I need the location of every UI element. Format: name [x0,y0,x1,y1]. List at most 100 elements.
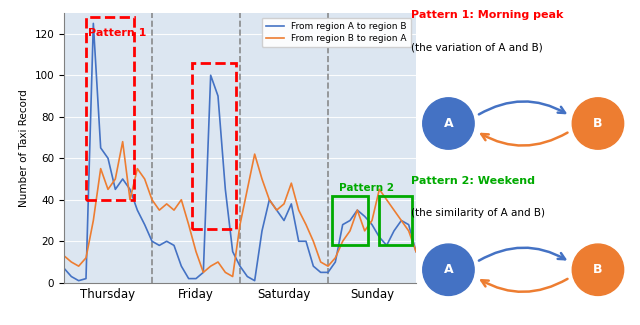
From region A to region B [383,243,390,247]
From region B to region A [97,167,104,171]
From region B to region A [324,264,332,268]
From region B to region A [273,208,280,212]
Legend: From region A to region B, From region B to region A: From region A to region B, From region B… [262,18,412,47]
From region A to region B [317,270,324,274]
From region A to region B [82,277,90,280]
From region A to region B [346,218,354,222]
Ellipse shape [572,98,623,149]
From region A to region B [412,250,420,254]
Text: B: B [593,263,603,276]
From region A to region B [332,260,339,264]
From region B to region A [376,188,383,191]
From region B to region A [243,188,251,191]
From region B to region A [229,275,237,279]
From region A to region B [287,202,295,206]
From region A to region B [104,156,112,160]
Text: A: A [444,117,453,130]
From region B to region A [192,250,200,254]
From region A to region B [67,275,75,279]
From region B to region A [111,177,119,181]
From region A to region B [295,239,303,243]
From region A to region B [376,235,383,239]
Ellipse shape [423,244,474,295]
From region A to region B [353,208,361,212]
From region B to region A [346,229,354,233]
From region A to region B [214,94,222,98]
From region A to region B [273,208,280,212]
Text: B: B [593,117,603,130]
From region B to region A [221,270,229,274]
From region A to region B [310,264,317,268]
Text: (the similarity of A and B): (the similarity of A and B) [411,208,545,218]
Line: From region B to region A: From region B to region A [64,142,416,277]
From region B to region A [185,223,193,227]
Bar [380,196,412,245]
From region B to region A [339,239,346,243]
From region B to region A [82,256,90,260]
Text: Pattern 1: Pattern 1 [88,28,147,38]
From region A to region B [251,279,259,283]
From region A to region B [163,239,170,243]
From region B to region A [170,208,178,212]
From region A to region B [302,239,310,243]
Text: Pattern 1: Morning peak: Pattern 1: Morning peak [411,10,563,20]
Text: (the variation of A and B): (the variation of A and B) [411,42,543,52]
From region B to region A [295,208,303,212]
From region B to region A [148,198,156,202]
From region B to region A [207,264,214,268]
From region A to region B [185,277,193,280]
From region B to region A [383,198,390,202]
Bar [193,63,236,229]
From region A to region B [258,229,266,233]
Ellipse shape [423,98,474,149]
From region B to region A [163,202,170,206]
From region B to region A [332,256,339,260]
From region B to region A [236,223,244,227]
From region B to region A [405,229,413,233]
FancyArrowPatch shape [481,279,568,292]
From region A to region B [266,198,273,202]
From region A to region B [405,223,413,227]
Text: Pattern 2: Weekend: Pattern 2: Weekend [411,176,535,186]
From region A to region B [177,264,185,268]
Line: From region A to region B: From region A to region B [64,23,416,281]
From region B to region A [368,218,376,222]
From region A to region B [390,229,398,233]
From region A to region B [192,277,200,280]
From region A to region B [324,270,332,274]
From region A to region B [141,223,148,227]
From region A to region B [134,208,141,212]
From region B to region A [317,260,324,264]
From region B to region A [200,270,207,274]
From region A to region B [361,214,369,218]
Y-axis label: Number of Taxi Record: Number of Taxi Record [19,89,29,207]
From region B to region A [119,140,127,144]
From region B to region A [353,208,361,212]
From region A to region B [397,218,405,222]
From region A to region B [368,223,376,227]
From region A to region B [90,21,97,25]
From region B to region A [177,198,185,202]
From region B to region A [280,202,288,206]
From region B to region A [251,152,259,156]
From region B to region A [412,250,420,254]
From region B to region A [302,223,310,227]
From region A to region B [280,218,288,222]
From region A to region B [119,177,127,181]
From region A to region B [207,73,214,77]
From region B to region A [361,229,369,233]
From region B to region A [90,218,97,222]
From region A to region B [221,188,229,191]
Text: Pattern 2: Pattern 2 [339,183,394,193]
From region A to region B [148,239,156,243]
From region B to region A [397,218,405,222]
From region B to region A [126,198,134,202]
From region A to region B [170,243,178,247]
From region B to region A [141,177,148,181]
From region B to region A [60,254,68,258]
From region B to region A [134,167,141,171]
From region A to region B [339,223,346,227]
From region B to region A [287,181,295,185]
FancyArrowPatch shape [481,133,568,146]
From region A to region B [60,266,68,270]
